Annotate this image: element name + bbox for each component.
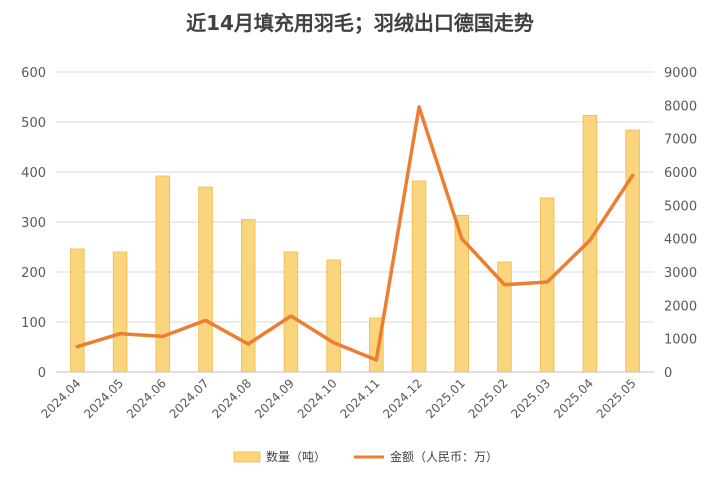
x-tick-label: 2024.07 (167, 376, 212, 421)
bar (70, 248, 85, 373)
x-tick-label: 2024.06 (124, 376, 169, 421)
x-tick-label: 2025.04 (551, 376, 596, 421)
bar (326, 259, 341, 373)
x-tick-label: 2024.10 (295, 376, 340, 421)
left-tick-label: 300 (21, 216, 46, 231)
right-tick-label: 2000 (664, 299, 697, 314)
bar (283, 251, 299, 373)
bar (198, 186, 213, 373)
x-tick-label: 2024.05 (81, 376, 126, 421)
bar-series (70, 115, 640, 373)
bar (155, 175, 171, 373)
chart-title: 近14月填充用羽毛；羽绒出口德国走势 (186, 11, 534, 35)
left-tick-label: 400 (21, 166, 46, 181)
x-tick-label: 2024.12 (380, 376, 425, 421)
legend-label-line: 金额（人民币：万） (390, 449, 498, 464)
bar (411, 180, 427, 373)
bar (112, 251, 128, 373)
legend: 数量（吨） 金额（人民币：万） (233, 449, 498, 464)
right-tick-label: 8000 (664, 99, 697, 114)
right-tick-label: 4000 (664, 233, 697, 248)
x-tick-label: 2024.08 (209, 376, 254, 421)
right-tick-label: 1000 (664, 333, 697, 348)
left-tick-label: 600 (21, 66, 46, 81)
right-tick-label: 0 (664, 366, 672, 381)
x-tick-label: 2024.04 (38, 376, 83, 421)
bar (625, 129, 640, 373)
right-tick-label: 5000 (664, 199, 697, 214)
x-tick-label: 2025.02 (466, 376, 511, 421)
right-tick-label: 9000 (664, 66, 697, 81)
bar (539, 197, 555, 373)
x-tick-label: 2025.03 (508, 376, 553, 421)
right-tick-label: 3000 (664, 266, 697, 281)
right-tick-label: 6000 (664, 166, 697, 181)
left-y-axis: 0 100 200 300 400 500 600 (21, 66, 46, 381)
x-axis: 2024.042024.052024.062024.072024.082024.… (38, 371, 654, 421)
x-tick-label: 2025.05 (594, 376, 639, 421)
right-tick-label: 7000 (664, 133, 697, 148)
left-tick-label: 500 (21, 116, 46, 131)
line-series (75, 105, 635, 362)
left-tick-label: 0 (38, 366, 46, 381)
gridlines (56, 71, 654, 373)
x-tick-label: 2024.11 (337, 376, 382, 421)
line-path (75, 105, 635, 362)
right-y-axis: 0 1000 2000 3000 4000 5000 6000 7000 8000 9000 (664, 66, 697, 381)
legend-swatch-bar (233, 451, 261, 463)
x-tick-label: 2024.09 (252, 376, 297, 421)
x-tick-label: 2025.01 (423, 376, 468, 421)
left-tick-label: 200 (21, 266, 46, 281)
left-tick-label: 100 (21, 316, 46, 331)
bar (240, 219, 256, 373)
legend-label-bar: 数量（吨） (266, 449, 326, 464)
